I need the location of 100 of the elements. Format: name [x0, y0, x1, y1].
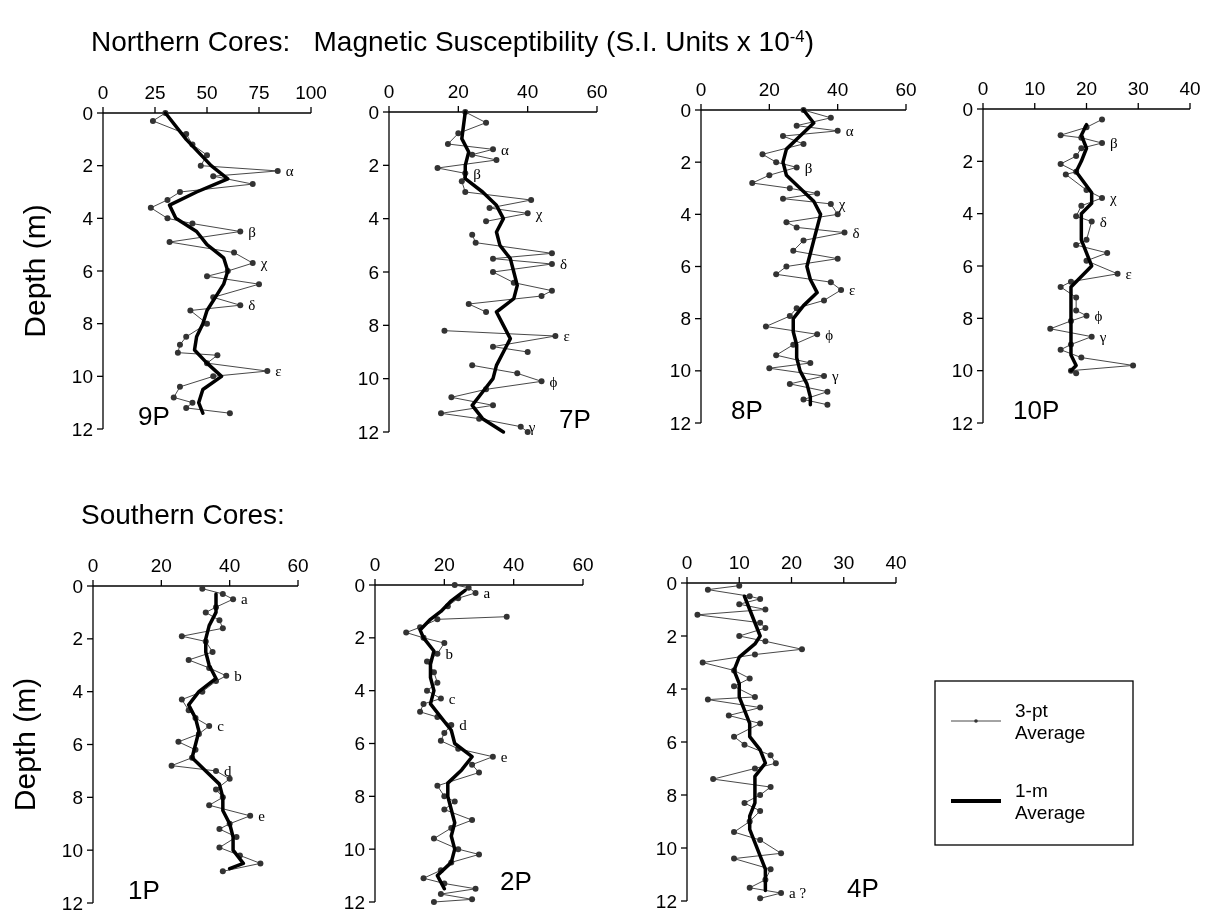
annotation: a	[483, 585, 491, 602]
y-tick-label: 4	[354, 680, 366, 702]
y-tick-label: 12	[343, 891, 365, 913]
y-axis-title: Depth (m)	[8, 677, 41, 812]
annotation: b	[234, 668, 242, 685]
y-tick-label: 12	[357, 421, 379, 443]
x-tick-label: 0	[695, 79, 707, 100]
y-tick-label: 6	[72, 734, 83, 756]
text: 4P	[847, 873, 879, 903]
text: 8P	[731, 395, 763, 425]
x-tick-label: 0	[97, 82, 109, 103]
x-tick-label: 30	[1127, 78, 1149, 99]
y-tick-label: 10	[61, 839, 83, 861]
y-tick-label: 0	[680, 99, 691, 121]
x-tick-label: 40	[885, 552, 907, 573]
annotation: c	[217, 718, 225, 735]
y-tick-label: 12	[669, 412, 691, 434]
text: 9P	[138, 401, 170, 431]
x-tick-label: 40	[503, 554, 525, 575]
y-tick-label: 8	[354, 785, 365, 807]
x-tick-label: 20	[780, 552, 803, 573]
x-tick-label: 60	[572, 554, 594, 575]
y-tick-label: 4	[368, 208, 380, 230]
annotation: e	[258, 808, 266, 825]
annotation: γ	[831, 368, 839, 385]
y-tick-label: 4	[680, 203, 692, 225]
y-tick-label: 6	[82, 260, 93, 282]
annotation: ϕ	[825, 326, 834, 343]
y-tick-label: 0	[354, 574, 365, 596]
annotation: β	[248, 223, 256, 240]
annotation: ε	[1125, 266, 1132, 283]
x-tick-label: 10	[1024, 78, 1046, 99]
annotation: ϕ	[1094, 307, 1103, 324]
annotation: β	[1110, 135, 1118, 152]
y-tick-label: 4	[82, 207, 94, 229]
x-tick-label: 20	[447, 81, 469, 102]
y-tick-label: 6	[354, 733, 365, 755]
x-tick-label: 0	[383, 81, 395, 102]
annotation: χ	[1109, 190, 1118, 207]
annotation: ε	[563, 328, 570, 345]
y-tick-label: 10	[71, 365, 93, 387]
annotation: a ?	[789, 885, 807, 902]
x-tick-label: 20	[150, 555, 172, 576]
y-tick-label: 0	[666, 572, 677, 594]
x-tick-label: 40	[827, 79, 849, 100]
y-tick-label: 2	[962, 150, 973, 172]
x-tick-label: 10	[728, 552, 750, 573]
legend-label: 3-pt Average	[1015, 700, 1086, 743]
y-tick-label: 2	[72, 628, 83, 650]
y-tick-label: 6	[368, 261, 379, 283]
x-tick-label: 20	[433, 554, 455, 575]
annotation: γ	[527, 418, 536, 435]
annotation: δ	[248, 297, 256, 314]
y-tick-label: 10	[357, 368, 379, 390]
annotation: d	[224, 763, 232, 780]
y-tick-label: 8	[680, 308, 691, 330]
x-tick-label: 25	[144, 82, 166, 103]
y-tick-label: 2	[354, 627, 365, 649]
annotation: ε	[275, 363, 282, 380]
annotation: δ	[852, 224, 860, 241]
annotation: ε	[849, 282, 856, 299]
y-tick-label: 0	[82, 102, 93, 124]
text: 7P	[559, 404, 591, 434]
text: 1P	[128, 875, 160, 905]
x-tick-label: 75	[248, 82, 270, 103]
annotation: c	[448, 690, 456, 707]
x-tick-label: 0	[977, 78, 989, 99]
x-tick-label: 60	[586, 81, 608, 102]
y-tick-label: 0	[72, 575, 83, 597]
annotation: α	[845, 123, 854, 140]
x-tick-label: 60	[287, 555, 309, 576]
y-tick-label: 2	[666, 625, 677, 647]
annotation: δ	[1099, 213, 1107, 230]
text: 2P	[500, 866, 532, 896]
y-tick-label: 10	[343, 838, 365, 860]
annotation: d	[459, 717, 468, 734]
y-tick-label: 8	[666, 784, 677, 806]
y-tick-label: 8	[82, 313, 93, 335]
y-tick-label: 10	[669, 360, 691, 382]
x-tick-label: 50	[196, 82, 218, 103]
x-tick-label: 40	[517, 81, 539, 102]
y-tick-label: 4	[962, 203, 974, 225]
x-tick-label: 100	[295, 82, 327, 103]
x-tick-label: 30	[833, 552, 855, 573]
annotation: β	[473, 165, 481, 182]
y-tick-label: 6	[962, 255, 973, 277]
x-tick-label: 20	[1075, 78, 1098, 99]
y-tick-label: 10	[655, 837, 677, 859]
y-tick-label: 0	[962, 98, 973, 120]
annotation: e	[500, 748, 508, 765]
x-tick-label: 20	[758, 79, 780, 100]
annotation: γ	[1098, 328, 1107, 345]
y-tick-label: 12	[951, 412, 973, 434]
text: Southern Cores:	[81, 499, 285, 530]
y-tick-label: 2	[368, 154, 379, 176]
y-tick-label: 12	[71, 418, 93, 440]
annotation: b	[445, 645, 453, 662]
annotation: χ	[259, 255, 268, 272]
annotation: α	[285, 163, 294, 180]
y-tick-label: 12	[61, 892, 83, 914]
